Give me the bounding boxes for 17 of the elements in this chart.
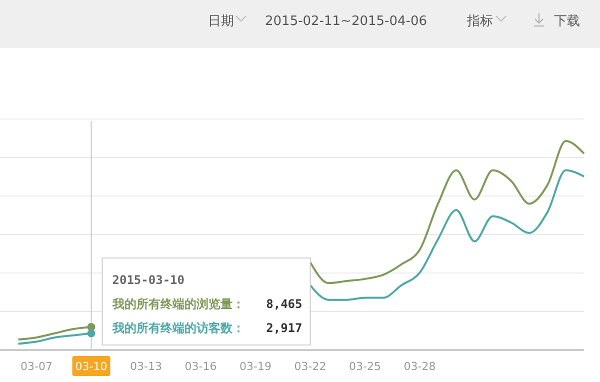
text: 日期 — [208, 14, 234, 29]
annotation: 2015-03-10 — [112, 273, 184, 287]
x-tick-label: 03-22 — [294, 360, 326, 373]
x-tick-label: 03-13 — [130, 360, 162, 373]
x-tick-label: 03-28 — [404, 360, 436, 373]
text: 指标 — [466, 14, 493, 29]
series-label: 我的所有终端的访客数： — [111, 321, 244, 335]
text: 2015-02-11~2015-04-06 — [265, 14, 427, 29]
series-label: 我的所有终端的浏览量： — [111, 297, 244, 311]
x-tick-label: 03-07 — [20, 360, 52, 373]
x-tick-label: 03-16 — [184, 360, 217, 373]
annotation: 8,465 — [266, 297, 302, 311]
annotation: 2,917 — [266, 321, 302, 335]
text: 下载 — [554, 14, 580, 29]
x-tick-label: 03-25 — [349, 360, 381, 373]
x-tick-label: 03-19 — [240, 360, 272, 373]
x-tick-label: 03-10 — [75, 360, 108, 373]
